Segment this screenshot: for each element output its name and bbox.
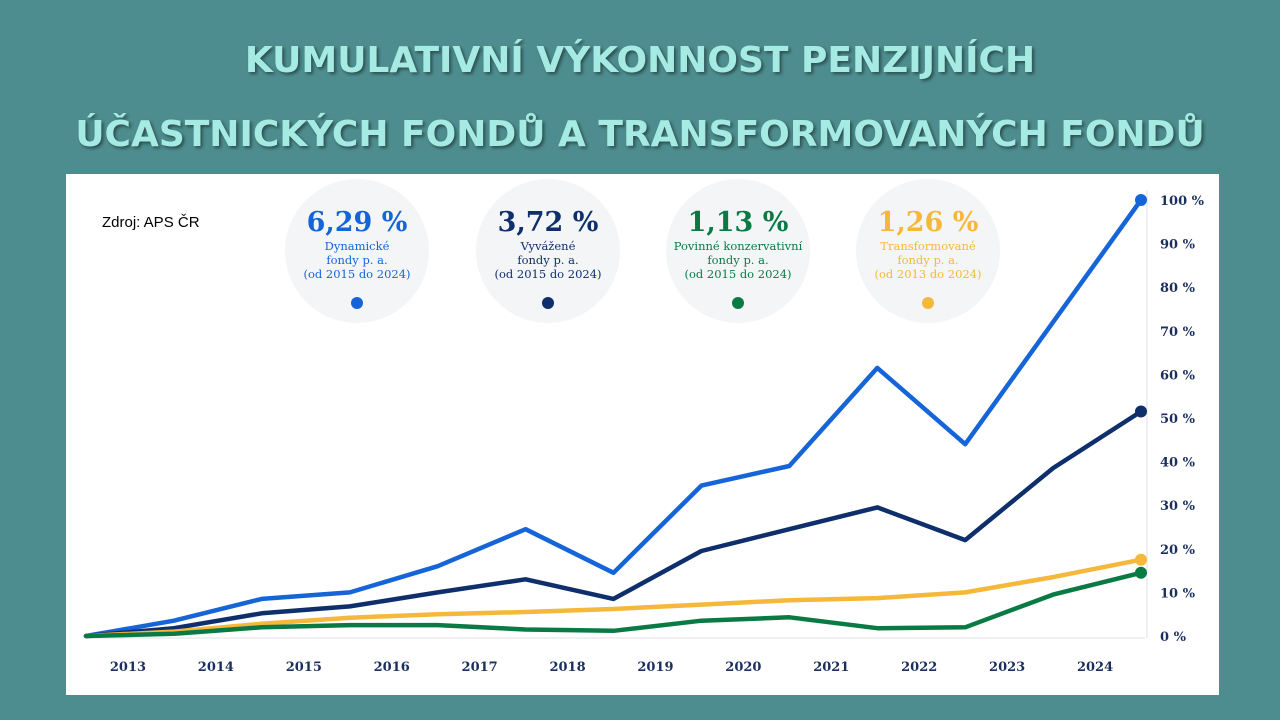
x-tick-label: 2023 (989, 660, 1025, 675)
bubble-conservative-label: Povinné konzervativní fondy p. a. (od 20… (673, 239, 803, 281)
bubble-dynamic-dot (351, 297, 363, 309)
bubble-balanced-dot (542, 297, 554, 309)
y-tick-label: 10 % (1160, 586, 1196, 601)
series-end-point-balanced (1135, 405, 1147, 418)
y-tick-label: 100 % (1160, 194, 1205, 209)
bubble-conservative-value: 1,13 % (687, 207, 789, 238)
series-line-balanced (83, 409, 1144, 639)
bubble-conservative-dot (732, 297, 744, 309)
bubble-transformed: 1,26 % Transformované fondy p. a. (od 20… (856, 179, 1000, 323)
series-line-transformed (83, 557, 1144, 639)
series-line-dynamic (83, 197, 1144, 639)
x-tick-label: 2021 (813, 660, 849, 675)
x-tick-label: 2019 (637, 660, 673, 675)
x-tick-label: 2020 (725, 660, 761, 675)
chart-title-line-2: ÚČASTNICKÝCH FONDŮ A TRANSFORMOVANÝCH FO… (75, 114, 1205, 155)
bubble-dynamic: 6,29 % Dynamické fondy p. a. (od 2015 do… (285, 179, 429, 323)
bubble-conservative: 1,13 % Povinné konzervativní fondy p. a.… (666, 179, 810, 323)
bubble-transformed-dot (922, 297, 934, 309)
y-tick-label: 60 % (1160, 368, 1196, 383)
chart-title-line-1: KUMULATIVNÍ VÝKONNOST PENZIJNÍCH (244, 40, 1036, 81)
bubble-balanced-value: 3,72 % (497, 207, 599, 238)
y-tick-label: 20 % (1160, 543, 1196, 558)
bubble-balanced-label: Vyvážené fondy p. a. (od 2015 do 2024) (494, 239, 602, 281)
x-tick-label: 2024 (1077, 660, 1113, 675)
bubble-dynamic-label: Dynamické fondy p. a. (od 2015 do 2024) (303, 239, 411, 281)
y-tick-label: 30 % (1160, 499, 1196, 514)
x-tick-label: 2018 (549, 660, 585, 675)
chart-panel: 0 % 10 % 20 % 30 % 40 % 50 % 60 % 70 % 80 % 90 % 1… (66, 174, 1219, 695)
x-tick-label: 2014 (198, 660, 234, 675)
series-end-point-transformed (1135, 553, 1147, 566)
bubble-transformed-label: Transformované fondy p. a. (od 2013 do 2… (874, 239, 982, 281)
series-end-point-dynamic (1135, 194, 1147, 206)
x-tick-label: 2017 (462, 660, 498, 675)
y-tick-label: 50 % (1160, 412, 1196, 427)
series-end-point-conservative (1135, 566, 1147, 579)
y-tick-label: 40 % (1160, 456, 1196, 471)
source-note: Zdroj: APS ČR (102, 214, 200, 231)
line-chart: 0 % 10 % 20 % 30 % 40 % 50 % 60 % 70 % 80 % 90 % 1… (83, 190, 1205, 675)
y-tick-label: 90 % (1160, 238, 1196, 253)
y-tick-label: 70 % (1160, 325, 1196, 340)
x-tick-label: 2015 (286, 660, 322, 675)
y-tick-label: 0 % (1160, 630, 1187, 645)
bubble-transformed-value: 1,26 % (877, 207, 979, 238)
bubble-dynamic-value: 6,29 % (306, 207, 408, 238)
x-tick-label: 2013 (110, 660, 146, 675)
y-tick-label: 80 % (1160, 281, 1196, 296)
series-line-conservative (83, 570, 1144, 639)
x-tick-label: 2016 (374, 660, 410, 675)
bubble-balanced: 3,72 % Vyvážené fondy p. a. (od 2015 do … (476, 179, 620, 323)
x-tick-label: 2022 (901, 660, 937, 675)
